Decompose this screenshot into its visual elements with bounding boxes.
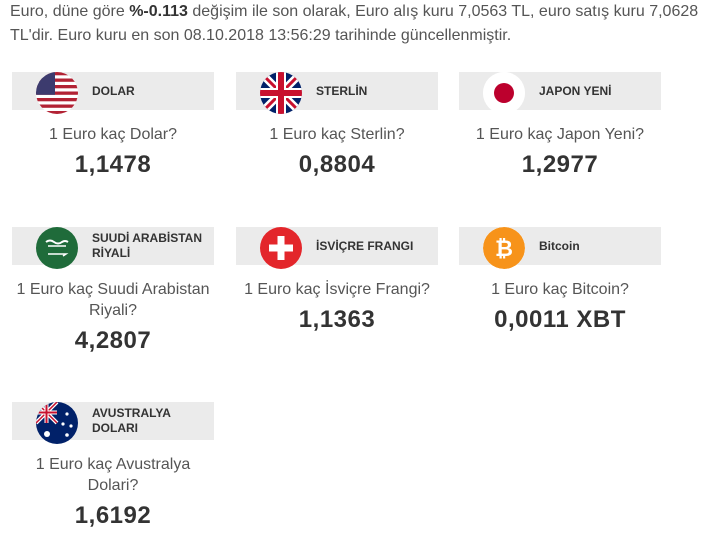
card-value: 1,2977: [521, 151, 599, 178]
card-header[interactable]: JAPON YENİ: [459, 72, 661, 114]
currency-card-bitcoin[interactable]: ₿ Bitcoin 1 Euro kaç Bitcoin? 0,0011 XBT: [459, 227, 661, 334]
intro-text-part: Euro, düne göre: [10, 3, 130, 20]
card-value: 1,1478: [74, 151, 152, 178]
bitcoin-icon: ₿: [483, 227, 525, 269]
card-label: SUUDİ ARABİSTAN RİYALİ: [92, 231, 202, 260]
card-value: 1,6192: [74, 502, 152, 529]
card-label: AVUSTRALYA DOLARI: [92, 406, 171, 435]
card-header[interactable]: ₿ Bitcoin: [459, 227, 661, 269]
card-question[interactable]: 1 Euro kaç Bitcoin?: [491, 281, 629, 298]
card-label: STERLİN: [316, 83, 368, 98]
japan-flag-icon: [483, 72, 525, 114]
card-header[interactable]: SUUDİ ARABİSTAN RİYALİ: [12, 227, 214, 269]
currency-card-avustralya-dolari[interactable]: AVUSTRALYA DOLARI 1 Euro kaç Avustralya …: [12, 402, 214, 530]
card-question[interactable]: 1 Euro kaç İsviçre Frangi?: [244, 281, 430, 298]
card-header[interactable]: STERLİN: [236, 72, 438, 114]
card-header[interactable]: AVUSTRALYA DOLARI: [12, 402, 214, 444]
australia-flag-icon: [36, 402, 78, 444]
saudi-flag-icon: [36, 227, 78, 269]
card-question[interactable]: 1 Euro kaç Suudi Arabistan Riyali?: [16, 281, 210, 319]
card-question[interactable]: 1 Euro kaç Japon Yeni?: [475, 126, 645, 143]
card-question[interactable]: 1 Euro kaç Avustralya Dolari?: [35, 456, 191, 494]
card-label: Bitcoin: [539, 238, 580, 253]
card-question[interactable]: 1 Euro kaç Dolar?: [48, 126, 178, 143]
intro-text-part: değişim ile son olarak, Euro alış kuru 7…: [187, 3, 699, 20]
card-label: İSVİÇRE FRANGI: [316, 238, 414, 253]
change-percent: %-0.113: [129, 3, 188, 20]
card-header[interactable]: İSVİÇRE FRANGI: [236, 227, 438, 269]
currency-card-dolar[interactable]: DOLAR 1 Euro kaç Dolar? 1,1478: [12, 72, 214, 179]
intro-text: Euro, düne göre %-0.113 değişim ile son …: [10, 0, 720, 48]
card-label: DOLAR: [92, 83, 135, 98]
uk-flag-icon: [260, 72, 302, 114]
currency-card-suudi-riyali[interactable]: SUUDİ ARABİSTAN RİYALİ 1 Euro kaç Suudi …: [12, 227, 214, 355]
currency-card-japon-yeni[interactable]: JAPON YENİ 1 Euro kaç Japon Yeni? 1,2977: [459, 72, 661, 179]
currency-card-sterlin[interactable]: STERLİN 1 Euro kaç Sterlin? 0,8804: [236, 72, 438, 179]
svg-text:₿: ₿: [495, 237, 513, 262]
card-question[interactable]: 1 Euro kaç Sterlin?: [269, 126, 405, 143]
card-value: 0,8804: [298, 151, 376, 178]
swiss-flag-icon: [260, 227, 302, 269]
card-header[interactable]: DOLAR: [12, 72, 214, 114]
us-flag-icon: [36, 72, 78, 114]
currency-card-isvicre-frangi[interactable]: İSVİÇRE FRANGI 1 Euro kaç İsviçre Frangi…: [236, 227, 438, 334]
card-value: 0,0011 XBT: [494, 306, 626, 333]
intro-line-2: TL'dir. Euro kuru en son 08.10.2018 13:5…: [10, 27, 512, 44]
card-value: 4,2807: [74, 327, 152, 354]
card-value: 1,1363: [298, 306, 376, 333]
card-label: JAPON YENİ: [539, 83, 612, 98]
